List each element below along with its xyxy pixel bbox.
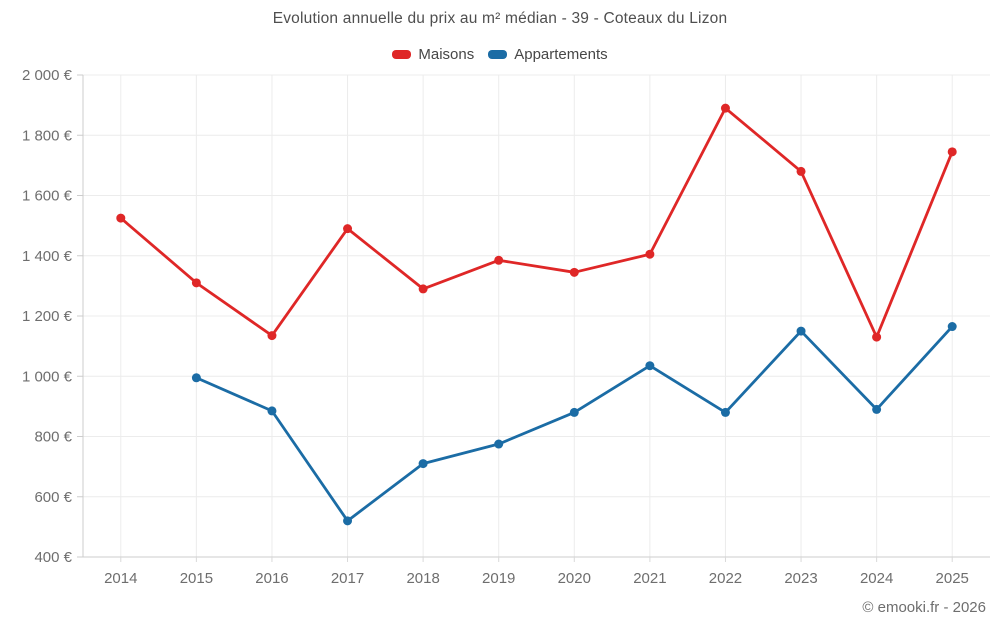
- maisons-point-2020[interactable]: [569, 267, 579, 277]
- x-tick-label: 2023: [784, 570, 817, 587]
- x-tick-label: 2014: [104, 570, 137, 587]
- maisons-point-2019[interactable]: [494, 255, 504, 265]
- legend-label-appartements: Appartements: [514, 46, 608, 63]
- x-tick-label: 2024: [860, 570, 893, 587]
- x-tick-label: 2018: [406, 570, 439, 587]
- maisons-point-2024[interactable]: [872, 332, 882, 342]
- legend: Maisons Appartements: [0, 46, 1000, 63]
- maisons-point-2016[interactable]: [267, 331, 277, 341]
- x-tick-label: 2020: [558, 570, 591, 587]
- y-tick-label: 800 €: [34, 429, 72, 446]
- y-tick-label: 1 800 €: [22, 127, 73, 144]
- legend-item-maisons[interactable]: Maisons: [392, 46, 474, 63]
- maisons-swatch-icon: [392, 50, 412, 59]
- y-tick-label: 1 600 €: [22, 188, 73, 205]
- maisons-point-2022[interactable]: [720, 103, 730, 113]
- appartements-point-2022[interactable]: [720, 407, 730, 417]
- appartements-point-2021[interactable]: [645, 361, 655, 371]
- y-tick-label: 2 000 €: [22, 67, 73, 84]
- maisons-point-2015[interactable]: [191, 278, 201, 288]
- watermark: © emooki.fr - 2026: [862, 599, 986, 616]
- maisons-point-2014[interactable]: [116, 213, 126, 223]
- appartements-point-2024[interactable]: [872, 404, 882, 414]
- x-tick-label: 2016: [255, 570, 288, 587]
- chart-title: Evolution annuelle du prix au m² médian …: [272, 10, 728, 27]
- y-tick-label: 400 €: [34, 549, 72, 566]
- appartements-point-2019[interactable]: [494, 439, 504, 449]
- maisons-point-2018[interactable]: [418, 284, 428, 294]
- maisons-point-2025[interactable]: [947, 147, 957, 157]
- x-tick-label: 2019: [482, 570, 515, 587]
- appartements-point-2016[interactable]: [267, 406, 277, 416]
- appartements-point-2023[interactable]: [796, 326, 806, 336]
- appartements-point-2015[interactable]: [191, 373, 201, 383]
- x-tick-label: 2017: [331, 570, 364, 587]
- x-tick-label: 2025: [936, 570, 969, 587]
- maisons-point-2023[interactable]: [796, 166, 806, 176]
- appartements-point-2017[interactable]: [343, 516, 353, 526]
- legend-label-maisons: Maisons: [418, 46, 475, 63]
- y-tick-label: 1 200 €: [22, 308, 73, 325]
- x-tick-label: 2021: [633, 570, 666, 587]
- y-tick-label: 600 €: [34, 489, 72, 506]
- maisons-point-2017[interactable]: [343, 224, 353, 234]
- y-tick-label: 1 000 €: [22, 368, 73, 385]
- x-tick-label: 2022: [709, 570, 742, 587]
- appartements-point-2025[interactable]: [947, 322, 957, 332]
- maisons-line: [119, 106, 954, 339]
- maisons-point-2021[interactable]: [645, 249, 655, 259]
- appartements-point-2020[interactable]: [569, 407, 579, 417]
- appartements-point-2018[interactable]: [418, 459, 428, 469]
- legend-item-appartements[interactable]: Appartements: [488, 46, 608, 63]
- appartements-swatch-icon: [488, 50, 508, 59]
- y-tick-label: 1 400 €: [22, 248, 73, 265]
- x-tick-label: 2015: [180, 570, 213, 587]
